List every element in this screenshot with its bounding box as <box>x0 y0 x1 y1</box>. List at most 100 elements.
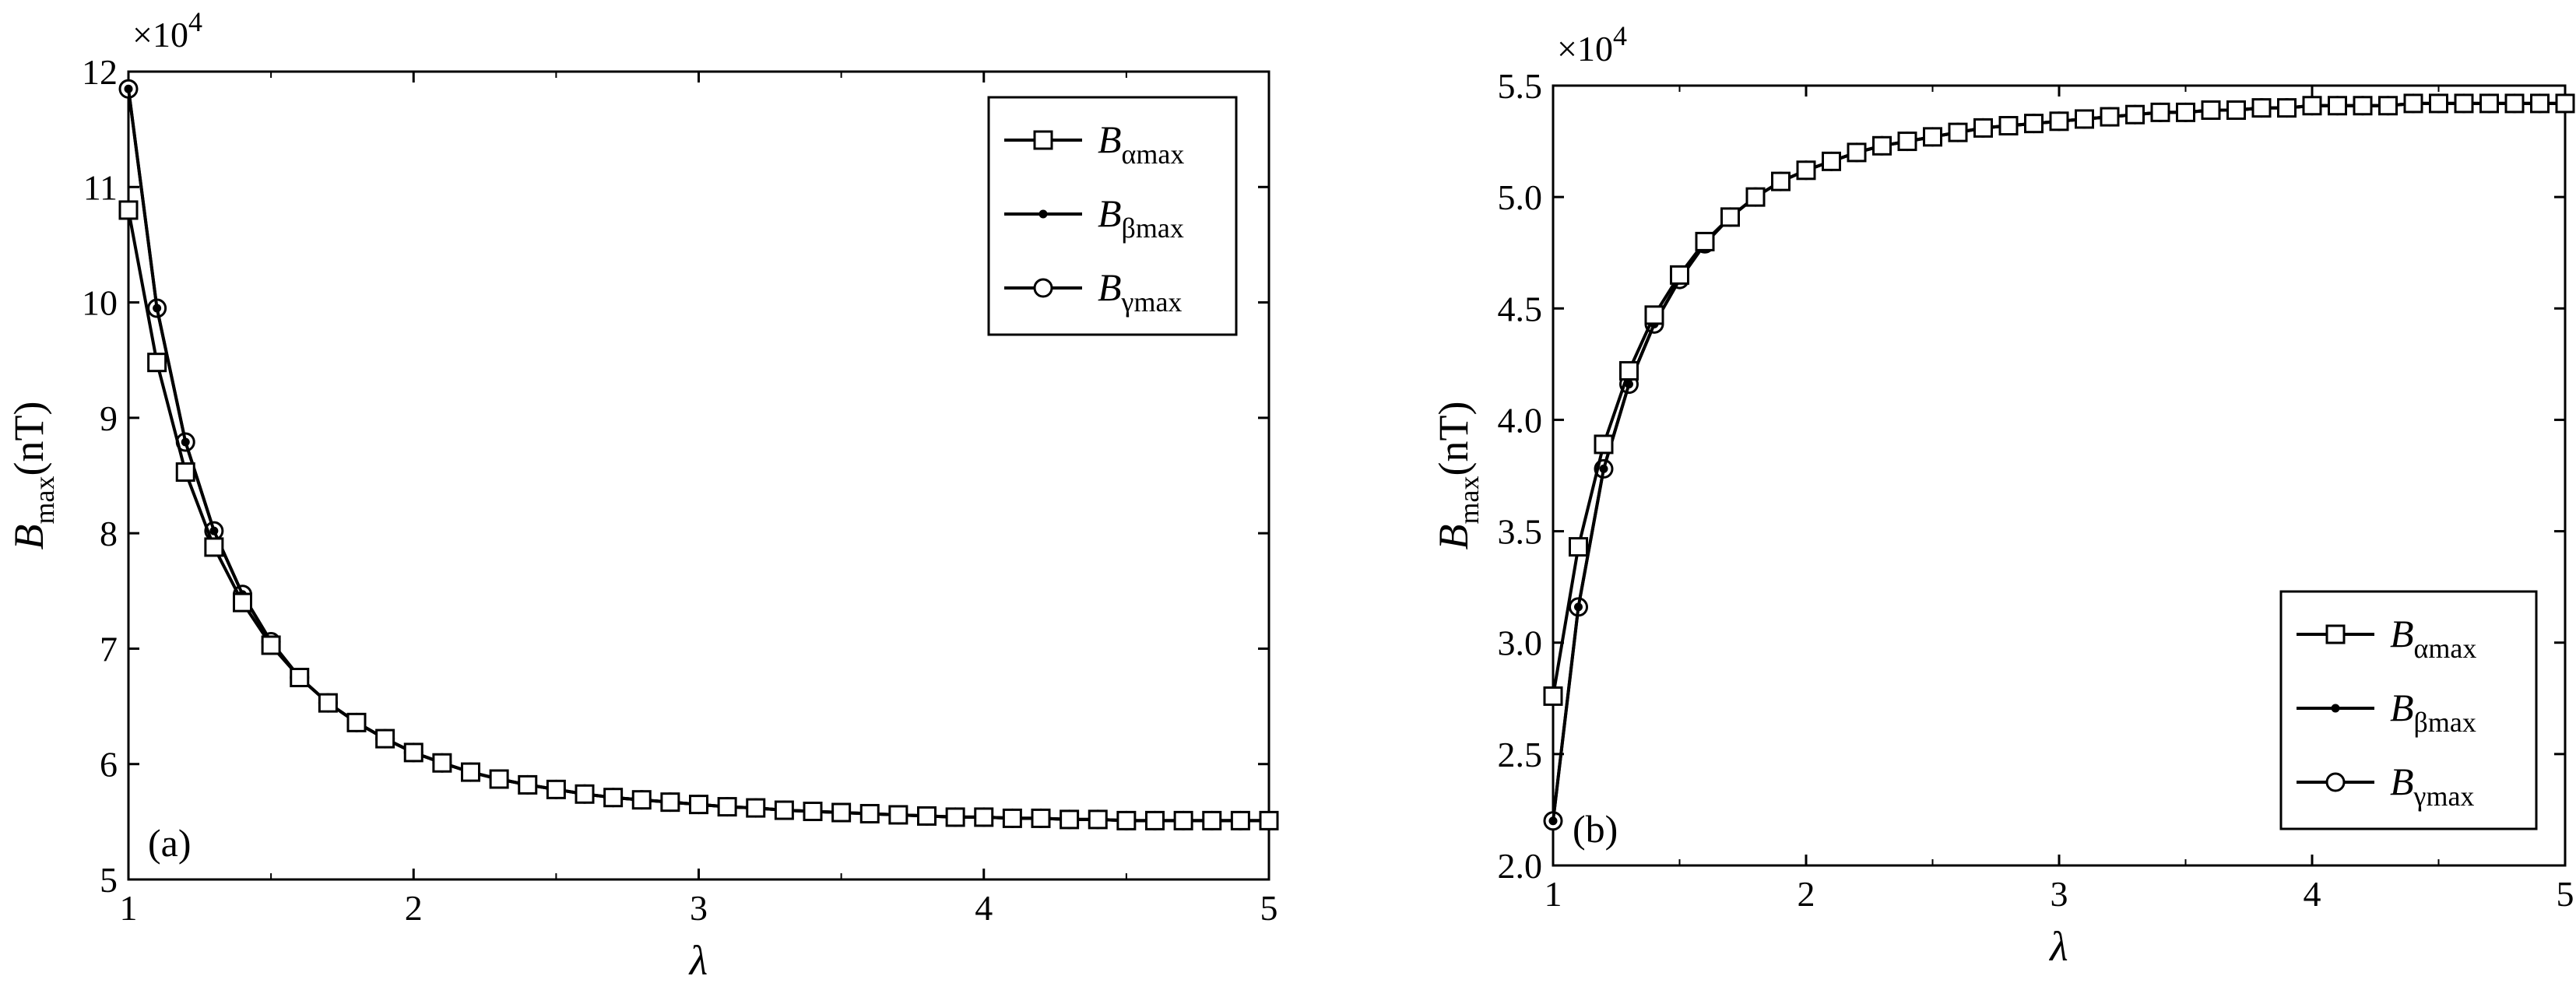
data-point-square <box>603 788 624 808</box>
legend-entry-main: B <box>1098 118 1122 161</box>
legend-entry-sub: γmax <box>1121 286 1183 318</box>
y-tick-label: 4.5 <box>1498 289 1543 328</box>
legend-marker-square <box>2325 624 2346 644</box>
data-point-dot <box>153 304 162 313</box>
data-point-dot <box>209 526 219 535</box>
data-point-square <box>1031 808 1051 828</box>
legend-entry: Bβmax <box>2390 686 2476 738</box>
y-tick-label: 5.5 <box>1498 66 1543 106</box>
data-point-square <box>859 803 880 823</box>
data-point-square <box>803 802 823 822</box>
x-axis-label: λ <box>688 937 708 984</box>
data-point-square <box>1670 265 1689 285</box>
data-point-square <box>204 537 224 557</box>
y-multiplier-exponent: 4 <box>1613 20 1627 51</box>
data-point-square <box>461 762 480 782</box>
legend-entry: Bγmax <box>2390 760 2474 812</box>
legend-entry-sub: βmax <box>2414 707 2476 738</box>
series-square <box>1543 93 2575 706</box>
y-multiplier-exponent: 4 <box>188 6 202 37</box>
y-axis-label-main: B <box>5 524 52 549</box>
data-point-dot <box>1548 816 1558 826</box>
legend-box <box>2279 590 2538 830</box>
legend-marker-circle <box>2325 772 2346 792</box>
data-point-square <box>774 800 794 820</box>
y-tick-label: 11 <box>83 167 118 207</box>
data-point-dot <box>181 437 190 447</box>
legend-entry: Bβmax <box>1098 191 1184 244</box>
data-point-dot <box>1574 602 1583 612</box>
data-point-square <box>403 742 423 763</box>
data-point-square <box>2049 111 2069 132</box>
legend-box <box>987 96 1238 336</box>
data-point-square <box>2479 93 2499 114</box>
legend-entry-main: B <box>2390 760 2414 803</box>
data-point-square <box>1847 142 1867 163</box>
data-point-square <box>831 802 852 823</box>
panel-label: (a) <box>148 821 192 865</box>
x-tick-label: 1 <box>1545 874 1562 914</box>
data-point-square <box>575 784 595 804</box>
data-point-square <box>546 779 566 799</box>
data-point-square <box>2075 109 2094 129</box>
data-point-square <box>1116 810 1137 830</box>
panel-label: (b) <box>1573 807 1618 851</box>
y-multiplier: ×104 <box>1557 20 1627 68</box>
data-point-square <box>631 790 652 810</box>
data-point-square <box>945 807 965 827</box>
data-point-square <box>2454 93 2474 114</box>
x-axis-label: λ <box>2048 923 2068 970</box>
data-point-square <box>974 807 994 827</box>
data-point-square <box>1948 122 1968 142</box>
data-point-square <box>1923 127 1942 147</box>
x-tick-label: 2 <box>1798 874 1815 914</box>
x-tick-label: 3 <box>690 888 708 928</box>
data-point-square <box>1695 231 1715 251</box>
legend-entry-main: B <box>1098 191 1122 235</box>
data-point-square <box>1771 171 1791 191</box>
data-point-square <box>1720 207 1740 227</box>
data-point-square <box>2403 93 2423 114</box>
x-tick-label: 2 <box>405 888 423 928</box>
chart-panel-b: 1 2 3 4 5 2.0 2.5 3.0 3.5 4.0 4.5 5.0 5.5 ×104 λ Bmax(n… <box>1430 20 2575 970</box>
legend-entry: Bαmax <box>2390 612 2476 664</box>
data-point-square <box>1822 151 1841 171</box>
data-point-square <box>432 753 452 773</box>
data-point-square <box>2555 93 2575 114</box>
data-point-square <box>2100 107 2120 127</box>
legend-entry-main: B <box>2390 612 2414 655</box>
data-point-square <box>1543 686 1563 706</box>
legend-marker-dot <box>2331 704 2340 713</box>
y-tick-label: 12 <box>82 52 118 92</box>
y-axis-label-main: B <box>1430 524 1477 549</box>
data-point-square <box>375 728 395 749</box>
data-point-square <box>1745 187 1766 207</box>
x-tick-label: 5 <box>1260 888 1278 928</box>
data-point-square <box>689 795 708 815</box>
data-point-square <box>1644 305 1664 325</box>
data-point-square <box>1060 809 1080 830</box>
y-multiplier: ×104 <box>132 6 202 54</box>
legend-entry-sub: αmax <box>1122 139 1185 170</box>
y-tick-label: 10 <box>82 283 118 323</box>
data-point-square <box>1173 810 1193 830</box>
data-point-square <box>1088 809 1108 830</box>
legend-entry: Bγmax <box>1098 265 1182 318</box>
data-point-square <box>346 712 367 732</box>
data-point-square <box>2277 98 2297 118</box>
data-point-square <box>2328 96 2347 116</box>
y-tick-label: 6 <box>100 745 118 785</box>
data-point-square <box>1202 810 1222 830</box>
y-axis-label: Bmax(nT) <box>1430 402 1485 550</box>
legend-marker-circle <box>1033 278 1053 298</box>
data-point-square <box>175 462 195 483</box>
data-point-square <box>2150 102 2170 122</box>
y-tick-label: 4.0 <box>1498 400 1543 440</box>
data-point-square <box>2125 104 2145 125</box>
x-tick-label: 4 <box>2304 874 2321 914</box>
x-tick-label: 5 <box>2557 874 2574 914</box>
legend-entry-main: B <box>2390 686 2414 729</box>
